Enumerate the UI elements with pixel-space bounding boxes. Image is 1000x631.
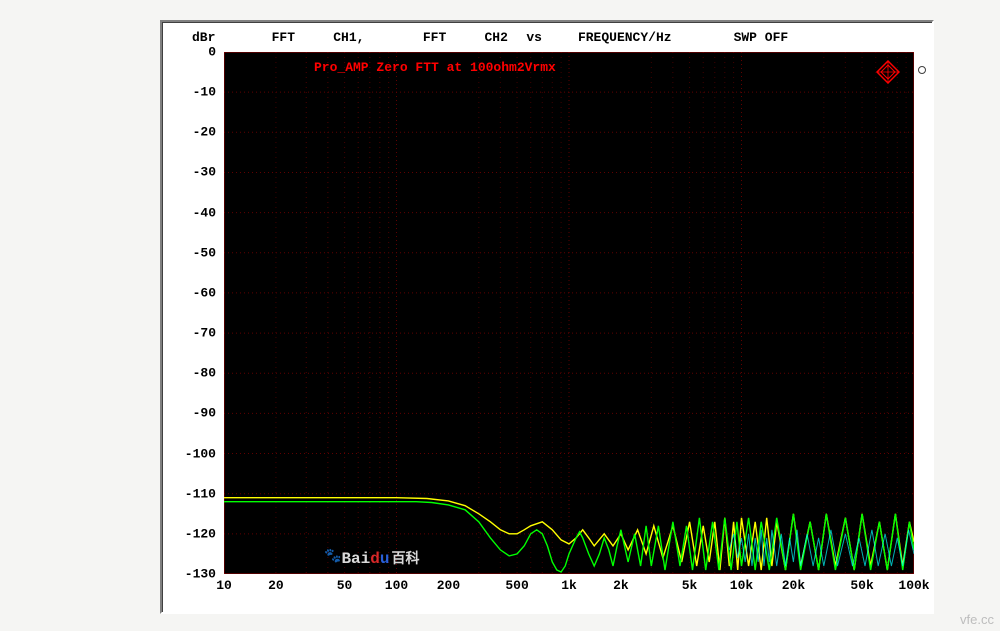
sweep-label: SWP OFF xyxy=(734,30,789,45)
x-tick-label: 10k xyxy=(730,578,753,593)
chart-title: Pro_AMP Zero FTT at 100ohm2Vrmx xyxy=(314,60,556,75)
analyzer-panel: dBr FFT CH1, FFT CH2 vs FREQUENCY/Hz SWP… xyxy=(160,20,934,614)
y-tick-label: -120 xyxy=(185,526,216,541)
y-tick-label: -110 xyxy=(185,486,216,501)
x-tick-label: 500 xyxy=(505,578,528,593)
y-tick-label: -60 xyxy=(193,285,216,300)
y-tick-label: -40 xyxy=(193,205,216,220)
anchor-dot-icon xyxy=(918,66,926,74)
corner-watermark: vfe.cc xyxy=(960,612,994,627)
x-tick-label: 2k xyxy=(613,578,629,593)
x-tick-label: 50 xyxy=(337,578,353,593)
header-bar: dBr FFT CH1, FFT CH2 vs FREQUENCY/Hz SWP… xyxy=(192,30,922,48)
x-tick-label: 50k xyxy=(850,578,873,593)
y-tick-label: -130 xyxy=(185,567,216,582)
y-tick-label: -90 xyxy=(193,406,216,421)
y-axis-ticks: 0-10-20-30-40-50-60-70-80-90-100-110-120… xyxy=(162,52,220,574)
y-tick-label: -70 xyxy=(193,326,216,341)
x-axis-ticks: 1020501002005001k2k5k10k20k50k100k xyxy=(224,578,914,598)
fft-label-2: FFT xyxy=(423,30,457,45)
paw-icon: 🐾 xyxy=(324,548,341,565)
y-tick-label: -10 xyxy=(193,85,216,100)
x-tick-label: 200 xyxy=(437,578,460,593)
x-tick-label: 100 xyxy=(385,578,408,593)
y-tick-label: 0 xyxy=(208,45,216,60)
plot-area: Pro_AMP Zero FTT at 100ohm2Vrmx 🐾Baidu百科 xyxy=(224,52,914,574)
x-tick-label: 100k xyxy=(898,578,929,593)
diamond-marker-icon xyxy=(876,60,900,84)
y-tick-label: -50 xyxy=(193,245,216,260)
x-tick-label: 20 xyxy=(268,578,284,593)
fft-label-1: FFT xyxy=(272,30,306,45)
x-tick-label: 1k xyxy=(561,578,577,593)
y-tick-label: -20 xyxy=(193,125,216,140)
vs-label: vs xyxy=(526,30,550,45)
y-tick-label: -100 xyxy=(185,446,216,461)
y-tick-label: -80 xyxy=(193,366,216,381)
xaxis-label: FREQUENCY/Hz xyxy=(578,30,688,45)
x-tick-label: 5k xyxy=(682,578,698,593)
ch1-label: CH1, xyxy=(333,30,377,45)
x-tick-label: 10 xyxy=(216,578,232,593)
x-tick-label: 20k xyxy=(782,578,805,593)
y-unit-label: dBr xyxy=(192,30,228,45)
y-tick-label: -30 xyxy=(193,165,216,180)
plot-svg xyxy=(224,52,914,574)
baidu-watermark: 🐾Baidu百科 xyxy=(324,548,419,568)
ch2-label: CH2 xyxy=(485,30,519,45)
